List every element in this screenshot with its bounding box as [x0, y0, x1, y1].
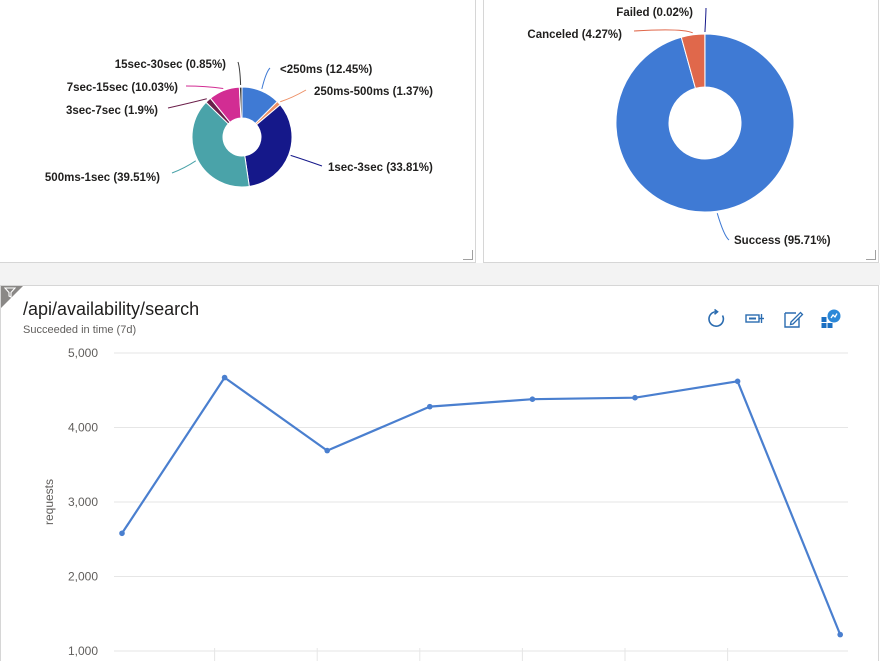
- y-tick-label: 5,000: [68, 346, 98, 360]
- requests-line-chart: 1,000 2,000 3,000 4,000 5,000 requests: [1, 286, 878, 661]
- donut-slice-label: Success (95.71%): [734, 235, 831, 247]
- result-donut-chart: Success (95.71%) Canceled (4.27%) Failed (…: [484, 0, 878, 262]
- duration-distribution-panel: <250ms (12.45%) 250ms-500ms (1.37%) 1sec-3…: [0, 0, 476, 263]
- data-point[interactable]: [222, 375, 228, 381]
- donut-leader-line: [172, 161, 196, 173]
- donut-slice-label: <250ms (12.45%): [280, 64, 373, 76]
- data-point[interactable]: [837, 632, 843, 638]
- donut-slice-label: 1sec-3sec (33.81%): [328, 162, 433, 174]
- donut-slice-label: Failed (0.02%): [616, 7, 693, 19]
- y-tick-label: 1,000: [68, 644, 98, 658]
- y-axis-label: requests: [42, 479, 56, 525]
- donut-slice-label: 250ms-500ms (1.37%): [314, 86, 433, 98]
- resize-handle[interactable]: [866, 250, 876, 260]
- requests-panel: /api/availability/search Succeeded in ti…: [0, 285, 879, 661]
- result-distribution-panel: Success (95.71%) Canceled (4.27%) Failed (…: [483, 0, 879, 263]
- data-point[interactable]: [427, 404, 433, 410]
- donut-slice-label: Canceled (4.27%): [527, 29, 622, 41]
- data-point[interactable]: [735, 379, 741, 385]
- donut-slice-label: 500ms-1sec (39.51%): [45, 172, 160, 184]
- data-point[interactable]: [632, 395, 638, 401]
- donut-slice-label: 3sec-7sec (1.9%): [66, 105, 158, 117]
- donut-leader-line: [705, 8, 706, 32]
- data-point[interactable]: [119, 530, 125, 536]
- duration-donut-chart: <250ms (12.45%) 250ms-500ms (1.37%) 1sec-3…: [0, 0, 475, 262]
- data-point[interactable]: [530, 396, 536, 402]
- donut-leader-line: [238, 62, 241, 85]
- data-point[interactable]: [324, 448, 330, 454]
- resize-handle[interactable]: [463, 250, 473, 260]
- donut-leader-line: [186, 86, 223, 88]
- donut-leader-line: [717, 213, 729, 240]
- donut-leader-line: [168, 99, 207, 108]
- requests-series-line[interactable]: [122, 378, 840, 635]
- y-tick-label: 2,000: [68, 570, 98, 584]
- y-tick-label: 4,000: [68, 421, 98, 435]
- donut-leader-line: [280, 90, 306, 102]
- donut-leader-line: [262, 68, 270, 89]
- donut-leader-line: [291, 155, 322, 166]
- donut-slice-label: 15sec-30sec (0.85%): [115, 59, 226, 71]
- y-tick-label: 3,000: [68, 495, 98, 509]
- donut-slice-label: 7sec-15sec (10.03%): [67, 82, 178, 94]
- donut-leader-line: [634, 30, 693, 33]
- dashboard-gap: [0, 263, 880, 285]
